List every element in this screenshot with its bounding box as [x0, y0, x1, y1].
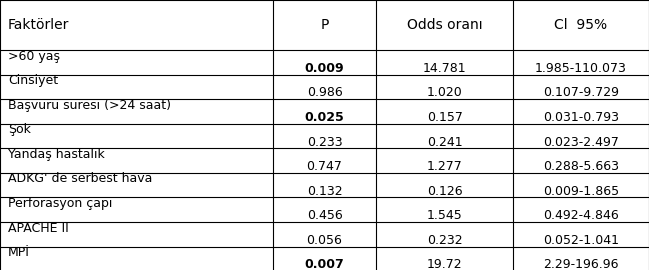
Text: 0.288-5.663: 0.288-5.663 [543, 160, 619, 173]
Text: 0.233: 0.233 [307, 136, 342, 148]
Text: 0.241: 0.241 [427, 136, 462, 148]
Text: 0.747: 0.747 [306, 160, 343, 173]
Text: P: P [321, 18, 328, 32]
Text: Yandaş hastalık: Yandaş hastalık [8, 148, 104, 161]
Text: Perforasyon çapı: Perforasyon çapı [8, 197, 112, 210]
Text: Cinsiyet: Cinsiyet [8, 74, 58, 87]
Text: >60 yaş: >60 yaş [8, 50, 60, 63]
Text: 0.107-9.729: 0.107-9.729 [543, 86, 619, 99]
Text: 0.492-4.846: 0.492-4.846 [543, 209, 618, 222]
Text: Cl  95%: Cl 95% [554, 18, 607, 32]
Text: Şok: Şok [8, 123, 31, 136]
Text: APACHE II: APACHE II [8, 222, 69, 235]
Text: 0.157: 0.157 [426, 111, 463, 124]
Text: 0.009: 0.009 [304, 62, 345, 75]
Text: MPİ: MPİ [8, 246, 30, 259]
Text: 0.456: 0.456 [306, 209, 343, 222]
Text: 1.020: 1.020 [426, 86, 463, 99]
Text: Başvuru süresi (>24 saat): Başvuru süresi (>24 saat) [8, 99, 171, 112]
Text: 0.023-2.497: 0.023-2.497 [543, 136, 618, 148]
Text: 0.986: 0.986 [306, 86, 343, 99]
Text: 0.056: 0.056 [306, 234, 343, 247]
Text: Odds oranı: Odds oranı [407, 18, 482, 32]
Text: 1.985-110.073: 1.985-110.073 [535, 62, 627, 75]
Text: 14.781: 14.781 [422, 62, 467, 75]
Text: Faktörler: Faktörler [8, 18, 69, 32]
Text: 0.132: 0.132 [307, 185, 342, 198]
Text: 0.009-1.865: 0.009-1.865 [543, 185, 619, 198]
Text: 0.052-1.041: 0.052-1.041 [543, 234, 619, 247]
Text: 0.232: 0.232 [427, 234, 462, 247]
Text: 0.126: 0.126 [427, 185, 462, 198]
Text: 0.025: 0.025 [304, 111, 345, 124]
Text: 0.031-0.793: 0.031-0.793 [543, 111, 619, 124]
Text: 19.72: 19.72 [427, 258, 462, 270]
Text: 2.29-196.96: 2.29-196.96 [543, 258, 618, 270]
Text: 1.277: 1.277 [426, 160, 463, 173]
Text: 0.007: 0.007 [304, 258, 345, 270]
Text: 1.545: 1.545 [426, 209, 463, 222]
Text: ADKG' de serbest hava: ADKG' de serbest hava [8, 173, 152, 185]
